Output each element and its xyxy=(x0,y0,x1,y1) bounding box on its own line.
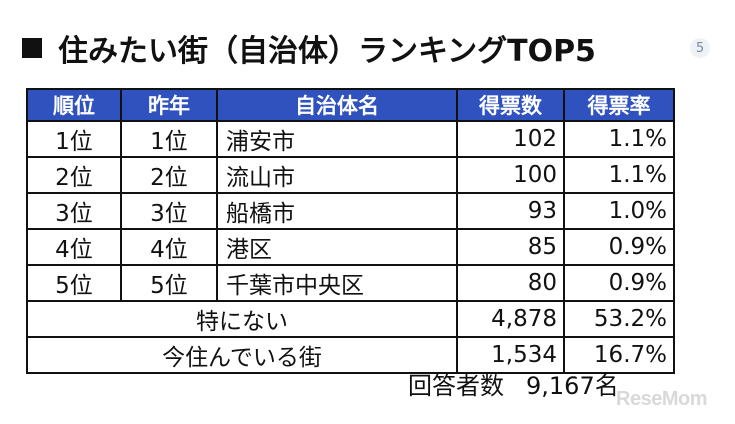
table-row: 3位 3位 船橋市 93 1.0% xyxy=(26,192,675,230)
votes-cell: 4,878 xyxy=(456,300,565,338)
header-name: 自治体名 xyxy=(216,88,458,122)
rate-cell: 16.7% xyxy=(563,336,675,374)
prev-rank-cell: 4位 xyxy=(120,228,218,266)
municipality-cell: 浦安市 xyxy=(216,120,458,158)
rank-cell: 3位 xyxy=(26,192,122,230)
rate-cell: 1.1% xyxy=(563,156,675,194)
rate-cell: 1.1% xyxy=(563,120,675,158)
votes-cell: 1,534 xyxy=(456,336,565,374)
header-rate: 得票率 xyxy=(563,88,675,122)
rank-cell: 5位 xyxy=(26,264,122,302)
rate-cell: 1.0% xyxy=(563,192,675,230)
municipality-cell: 船橋市 xyxy=(216,192,458,230)
rank-cell: 4位 xyxy=(26,228,122,266)
ranking-table: 順位 昨年 自治体名 得票数 得票率 1位 1位 浦安市 102 1.1% 2位… xyxy=(26,88,675,374)
table-row-summary: 今住んでいる街 1,534 16.7% xyxy=(26,336,675,374)
header-prev: 昨年 xyxy=(120,88,218,122)
rate-cell: 0.9% xyxy=(563,264,675,302)
respondent-value: 9,167名 xyxy=(526,372,619,400)
title-square-icon xyxy=(22,38,42,58)
header-rank: 順位 xyxy=(26,88,122,122)
municipality-cell: 港区 xyxy=(216,228,458,266)
rank-cell: 1位 xyxy=(26,120,122,158)
respondent-count: 回答者数 9,167名 xyxy=(408,366,619,401)
summary-label-cell: 特にない xyxy=(26,300,458,338)
prev-rank-cell: 2位 xyxy=(120,156,218,194)
municipality-cell: 流山市 xyxy=(216,156,458,194)
votes-cell: 102 xyxy=(456,120,565,158)
votes-cell: 80 xyxy=(456,264,565,302)
table-row-summary: 特にない 4,878 53.2% xyxy=(26,300,675,338)
prev-rank-cell: 3位 xyxy=(120,192,218,230)
prev-rank-cell: 1位 xyxy=(120,120,218,158)
summary-label-cell: 今住んでいる街 xyxy=(26,336,458,374)
table-row: 5位 5位 千葉市中央区 80 0.9% xyxy=(26,264,675,302)
table-row: 4位 4位 港区 85 0.9% xyxy=(26,228,675,266)
respondent-label: 回答者数 xyxy=(408,372,504,400)
votes-cell: 100 xyxy=(456,156,565,194)
page-title: 住みたい街（自治体）ランキングTOP5 xyxy=(22,26,596,70)
rank-cell: 2位 xyxy=(26,156,122,194)
municipality-cell: 千葉市中央区 xyxy=(216,264,458,302)
title-text: 住みたい街（自治体）ランキングTOP5 xyxy=(58,34,596,69)
votes-cell: 85 xyxy=(456,228,565,266)
rate-cell: 53.2% xyxy=(563,300,675,338)
votes-cell: 93 xyxy=(456,192,565,230)
table-row: 1位 1位 浦安市 102 1.1% xyxy=(26,120,675,158)
table-header-row: 順位 昨年 自治体名 得票数 得票率 xyxy=(26,88,675,122)
rate-cell: 0.9% xyxy=(563,228,675,266)
number-badge-icon: 5 xyxy=(690,38,710,58)
brand-logo: ReseMom xyxy=(616,388,707,410)
table-row: 2位 2位 流山市 100 1.1% xyxy=(26,156,675,194)
header-votes: 得票数 xyxy=(456,88,565,122)
prev-rank-cell: 5位 xyxy=(120,264,218,302)
